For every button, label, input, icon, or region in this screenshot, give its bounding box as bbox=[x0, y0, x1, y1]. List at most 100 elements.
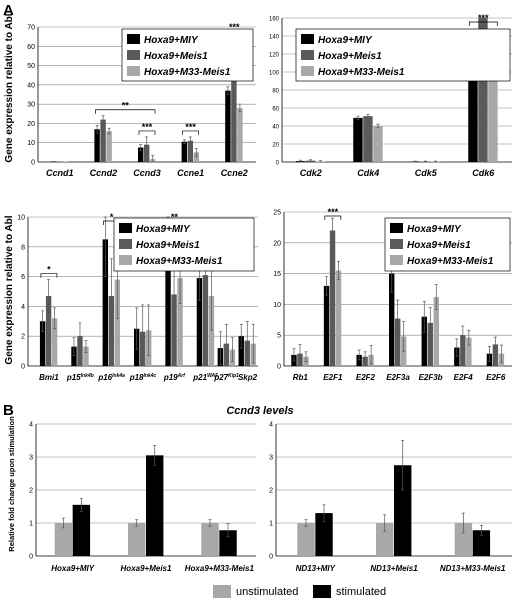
x-category-label: Skp2 bbox=[238, 373, 258, 382]
significance-label: *** bbox=[142, 122, 153, 132]
y-tick-label: 60 bbox=[272, 107, 279, 113]
y-tick-label: 4 bbox=[269, 422, 273, 429]
bar bbox=[187, 140, 193, 162]
x-category-label: Bmi1 bbox=[39, 373, 59, 382]
bar bbox=[427, 322, 433, 366]
legend-swatch-stimulated bbox=[313, 585, 331, 598]
x-category-label: Ccnd2 bbox=[90, 168, 118, 178]
significance-label: *** bbox=[229, 22, 240, 32]
bar bbox=[395, 318, 401, 366]
legend-swatch bbox=[119, 239, 132, 249]
legend-swatch bbox=[301, 34, 314, 44]
bar bbox=[62, 161, 69, 162]
bar bbox=[45, 295, 52, 366]
x-category-label: E2F4 bbox=[454, 373, 474, 382]
bar bbox=[201, 523, 219, 556]
x-category-label: p19Arf bbox=[163, 373, 186, 382]
x-category-label: E2F3a bbox=[386, 373, 410, 382]
significance-label: *** bbox=[328, 207, 339, 217]
legend-swatch bbox=[301, 50, 314, 60]
legend-label: Hoxa9+M33-Meis1 bbox=[144, 67, 231, 78]
x-category-label: Ccnd1 bbox=[46, 168, 74, 178]
panel-b-title: Ccnd3 levels bbox=[226, 405, 293, 417]
legend-label-unstimulated: unstimulated bbox=[236, 586, 298, 598]
significance-label: *** bbox=[478, 13, 489, 23]
y-tick-label: 10 bbox=[27, 140, 35, 147]
y-tick-label: 50 bbox=[27, 63, 35, 70]
bar bbox=[356, 354, 362, 366]
y-tick-label: 4 bbox=[21, 304, 25, 311]
bar bbox=[102, 239, 109, 366]
bar bbox=[297, 523, 315, 556]
y-tick-label: 0 bbox=[29, 554, 33, 561]
bar bbox=[202, 275, 209, 366]
y-tick-label: 140 bbox=[269, 35, 280, 41]
bar bbox=[196, 278, 203, 366]
x-category-label: Hoxa9+Meis1 bbox=[121, 564, 172, 573]
x-category-label: p16Ink4a bbox=[97, 373, 125, 382]
chart-6: 0 1 2 3 4 ND13+MIY ND13+Meis1 ND13+M33-Meis1 bbox=[269, 422, 512, 573]
y-tick-label: 80 bbox=[272, 89, 279, 95]
bar bbox=[373, 126, 383, 162]
y-tick-label: 20 bbox=[272, 143, 279, 149]
y-tick-label: 2 bbox=[269, 488, 273, 495]
significance-label: ** bbox=[122, 101, 130, 111]
legend: Hoxa9+MIY Hoxa9+Meis1 Hoxa9+M33-Meis1 bbox=[121, 28, 254, 82]
category-superscript: WAF bbox=[207, 373, 219, 379]
panel-label-a: A bbox=[3, 2, 14, 19]
category-superscript: Kip1 bbox=[228, 373, 239, 379]
significance-bracket bbox=[95, 109, 156, 114]
x-category-label: Ccne1 bbox=[177, 168, 204, 178]
bar bbox=[94, 129, 100, 162]
bar bbox=[71, 346, 77, 366]
bar bbox=[128, 523, 146, 556]
bar bbox=[421, 316, 427, 366]
y-tick-label: 0 bbox=[31, 160, 35, 167]
y-tick-label: 20 bbox=[273, 240, 281, 247]
legend-label: Hoxa9+MIY bbox=[407, 224, 462, 235]
bar bbox=[315, 513, 333, 556]
bar bbox=[219, 530, 237, 556]
y-tick-label: 100 bbox=[269, 71, 280, 77]
bar bbox=[238, 336, 244, 366]
bar bbox=[54, 523, 73, 556]
y-tick-label: 0 bbox=[277, 364, 281, 371]
legend-label: Hoxa9+M33-Meis1 bbox=[407, 256, 494, 267]
bar bbox=[353, 117, 363, 162]
legend-swatch bbox=[119, 255, 132, 265]
x-category-label: E2F6 bbox=[486, 373, 506, 382]
y-tick-label: 8 bbox=[21, 244, 25, 251]
bar bbox=[231, 36, 237, 163]
bar bbox=[56, 161, 63, 162]
y-tick-label: 10 bbox=[17, 215, 25, 222]
significance-bracket bbox=[468, 21, 498, 26]
significance-bracket bbox=[182, 130, 199, 135]
bar bbox=[468, 63, 478, 162]
legend-label: Hoxa9+Meis1 bbox=[318, 51, 382, 62]
legend: Hoxa9+MIY Hoxa9+Meis1 Hoxa9+M33-Meis1 bbox=[384, 217, 511, 272]
bar bbox=[454, 347, 460, 366]
bar bbox=[460, 335, 466, 366]
chart-4: 0510152025******Rb1E2F1E2F2E2F3aE2F3bE2F… bbox=[273, 207, 512, 382]
chart-5: 0 1 2 3 4 Hoxa9+MIY Hoxa9+Meis1 Hoxa9+M33-Meis1 bbox=[29, 422, 256, 573]
x-category-label: Rb1 bbox=[293, 373, 309, 382]
significance-bracket bbox=[40, 273, 58, 278]
y-axis-title-chart-3: Gene expression relative to Abl bbox=[4, 215, 15, 364]
x-category-label: Cdk5 bbox=[415, 168, 438, 178]
bar bbox=[114, 279, 121, 366]
legend-swatch bbox=[301, 66, 314, 76]
legend-label: Hoxa9+Meis1 bbox=[407, 240, 471, 251]
x-category-label: E2F3b bbox=[419, 373, 443, 382]
x-category-label: p27Kip1 bbox=[213, 373, 239, 382]
y-tick-label: 25 bbox=[273, 210, 281, 217]
category-main: p16 bbox=[97, 373, 112, 382]
y-tick-label: 10 bbox=[273, 302, 281, 309]
y-tick-label: 20 bbox=[27, 121, 35, 128]
panel-label-b: B bbox=[3, 402, 14, 419]
y-tick-label: 3 bbox=[29, 455, 33, 462]
legend-swatch bbox=[390, 223, 403, 233]
legend-label: Hoxa9+MIY bbox=[144, 35, 199, 46]
